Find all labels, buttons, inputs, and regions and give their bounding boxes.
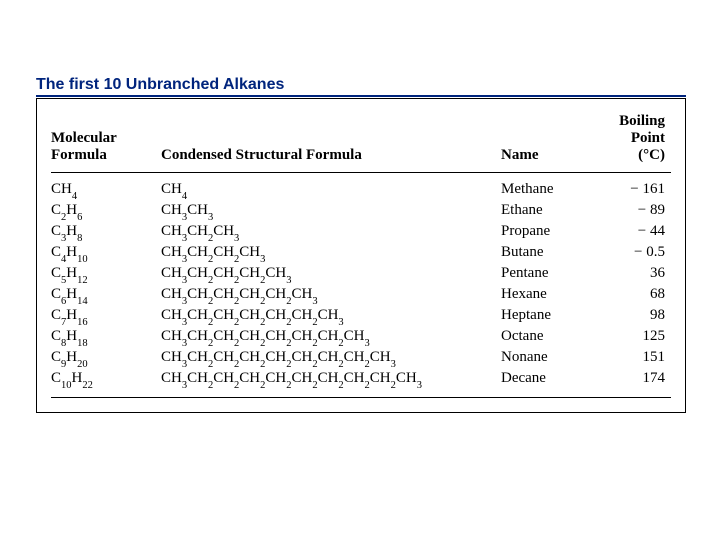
cell-molecular-formula: C7H16: [51, 305, 161, 326]
cell-molecular-formula: C10H22: [51, 368, 161, 395]
cell-boiling-point: 151: [601, 347, 671, 368]
cell-name: Methane: [501, 179, 601, 200]
cell-condensed-formula: CH3CH2CH2CH2CH2CH2CH3: [161, 305, 501, 326]
table-body: CH4CH4Methane− 161C2H6CH3CH3Ethane− 89C3…: [51, 173, 671, 395]
cell-boiling-point: − 0.5: [601, 242, 671, 263]
cell-molecular-formula: C4H10: [51, 242, 161, 263]
table-header-row: MolecularFormula Condensed Structural Fo…: [51, 109, 671, 173]
col-header-name: Name: [501, 109, 601, 173]
table-bottom-rule: [51, 397, 671, 398]
table-row: CH4CH4Methane− 161: [51, 179, 671, 200]
cell-boiling-point: 36: [601, 263, 671, 284]
table-row: C9H20CH3CH2CH2CH2CH2CH2CH2CH2CH3Nonane15…: [51, 347, 671, 368]
col-header-condensed-formula: Condensed Structural Formula: [161, 109, 501, 173]
cell-molecular-formula: C9H20: [51, 347, 161, 368]
col-header-boiling-point: BoilingPoint(°C): [601, 109, 671, 173]
cell-molecular-formula: C2H6: [51, 200, 161, 221]
cell-name: Decane: [501, 368, 601, 395]
cell-name: Propane: [501, 221, 601, 242]
cell-molecular-formula: C6H14: [51, 284, 161, 305]
alkane-table-frame: MolecularFormula Condensed Structural Fo…: [36, 98, 686, 413]
title-bar: The first 10 Unbranched Alkanes: [36, 76, 686, 97]
table-row: C6H14CH3CH2CH2CH2CH2CH3Hexane68: [51, 284, 671, 305]
cell-molecular-formula: CH4: [51, 179, 161, 200]
table-row: C7H16CH3CH2CH2CH2CH2CH2CH3Heptane98: [51, 305, 671, 326]
cell-molecular-formula: C8H18: [51, 326, 161, 347]
cell-condensed-formula: CH3CH2CH2CH2CH3: [161, 263, 501, 284]
table-row: C3H8CH3CH2CH3Propane− 44: [51, 221, 671, 242]
cell-condensed-formula: CH3CH3: [161, 200, 501, 221]
cell-name: Ethane: [501, 200, 601, 221]
cell-name: Nonane: [501, 347, 601, 368]
cell-boiling-point: 174: [601, 368, 671, 395]
cell-boiling-point: − 89: [601, 200, 671, 221]
cell-boiling-point: 98: [601, 305, 671, 326]
cell-boiling-point: − 161: [601, 179, 671, 200]
table-row: C5H12CH3CH2CH2CH2CH3Pentane36: [51, 263, 671, 284]
page-title: The first 10 Unbranched Alkanes: [36, 76, 686, 97]
cell-condensed-formula: CH3CH2CH2CH2CH2CH2CH2CH2CH2CH3: [161, 368, 501, 395]
cell-name: Heptane: [501, 305, 601, 326]
cell-name: Butane: [501, 242, 601, 263]
table-row: C8H18CH3CH2CH2CH2CH2CH2CH2CH3Octane125: [51, 326, 671, 347]
alkane-table: MolecularFormula Condensed Structural Fo…: [51, 109, 671, 395]
cell-molecular-formula: C3H8: [51, 221, 161, 242]
cell-condensed-formula: CH4: [161, 179, 501, 200]
cell-boiling-point: 68: [601, 284, 671, 305]
table-row: C4H10CH3CH2CH2CH3Butane− 0.5: [51, 242, 671, 263]
col-header-molecular-formula: MolecularFormula: [51, 109, 161, 173]
table-row: C2H6CH3CH3Ethane− 89: [51, 200, 671, 221]
cell-boiling-point: − 44: [601, 221, 671, 242]
table-row: C10H22CH3CH2CH2CH2CH2CH2CH2CH2CH2CH3Deca…: [51, 368, 671, 395]
cell-molecular-formula: C5H12: [51, 263, 161, 284]
cell-name: Octane: [501, 326, 601, 347]
cell-condensed-formula: CH3CH2CH3: [161, 221, 501, 242]
cell-condensed-formula: CH3CH2CH2CH2CH2CH3: [161, 284, 501, 305]
cell-condensed-formula: CH3CH2CH2CH3: [161, 242, 501, 263]
cell-condensed-formula: CH3CH2CH2CH2CH2CH2CH2CH3: [161, 326, 501, 347]
cell-name: Pentane: [501, 263, 601, 284]
cell-condensed-formula: CH3CH2CH2CH2CH2CH2CH2CH2CH3: [161, 347, 501, 368]
cell-name: Hexane: [501, 284, 601, 305]
cell-boiling-point: 125: [601, 326, 671, 347]
